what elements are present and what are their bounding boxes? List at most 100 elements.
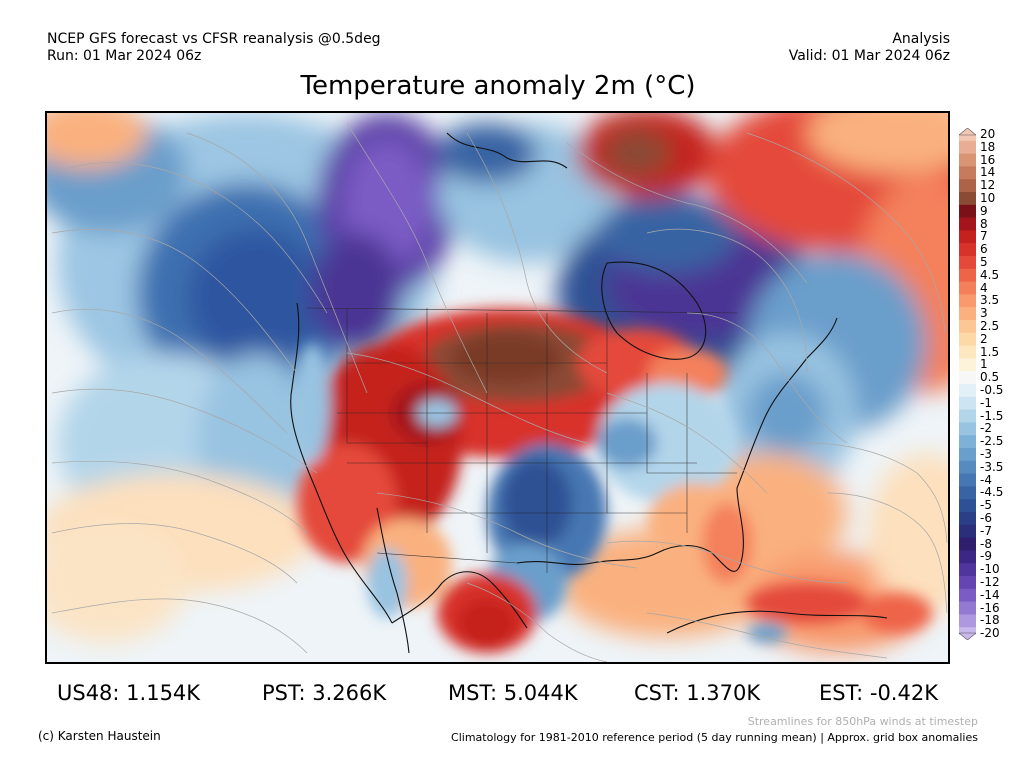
- colorbar-label: -4.5: [980, 485, 1004, 500]
- colorbar-label: 1: [980, 357, 988, 372]
- colorbar-swatch: [959, 550, 976, 564]
- colorbar-swatch: [959, 192, 976, 206]
- colorbar-label: 7: [980, 229, 988, 244]
- colorbar: [959, 128, 976, 640]
- colorbar-swatch: [959, 345, 976, 359]
- colorbar-swatch: [959, 307, 976, 321]
- stat-est: EST: -0.42K: [819, 681, 938, 705]
- colorbar-bottom-arrow: [959, 632, 976, 640]
- colorbar-swatch: [959, 576, 976, 590]
- climatology-note: Climatology for 1981-2010 reference peri…: [451, 731, 978, 744]
- colorbar-swatch: [959, 563, 976, 577]
- colorbar-label: 2: [980, 331, 988, 346]
- colorbar-label: 2.5: [980, 318, 1000, 333]
- model-run-description: NCEP GFS forecast vs CFSR reanalysis @0.…: [47, 31, 381, 47]
- colorbar-swatch: [959, 294, 976, 308]
- colorbar-swatch: [959, 166, 976, 180]
- colorbar-swatch: [959, 512, 976, 526]
- colorbar-label: 14: [980, 165, 996, 180]
- colorbar-label: 12: [980, 178, 996, 193]
- colorbar-swatch: [959, 396, 976, 411]
- colorbar-label: 1.5: [980, 344, 1000, 359]
- streamline-note: Streamlines for 850hPa winds at timestep: [747, 715, 978, 728]
- colorbar-swatch: [959, 460, 976, 475]
- anomaly-map-canvas: [47, 113, 948, 662]
- colorbar-swatch: [959, 614, 976, 628]
- colorbar-swatch: [959, 179, 976, 193]
- colorbar-swatch: [959, 473, 976, 487]
- colorbar-label: 5: [980, 254, 988, 269]
- stat-mst: MST: 5.044K: [448, 681, 578, 705]
- colorbar-swatch: [959, 499, 976, 513]
- colorbar-label: -6: [980, 510, 992, 525]
- colorbar-swatch: [959, 230, 976, 244]
- colorbar-label: -16: [980, 600, 1000, 615]
- stat-cst: CST: 1.370K: [634, 681, 761, 705]
- colorbar-swatch: [959, 320, 976, 334]
- anomaly-map: [45, 111, 950, 664]
- colorbar-label: 8: [980, 216, 988, 231]
- stat-pst: PST: 3.266K: [262, 681, 387, 705]
- colorbar-top-arrow: [959, 128, 976, 136]
- colorbar-swatch: [959, 153, 976, 167]
- colorbar-label: -0.5: [980, 382, 1004, 397]
- valid-time: Valid: 01 Mar 2024 06z: [788, 48, 950, 64]
- colorbar-label: 3.5: [980, 293, 1000, 308]
- colorbar-label: -12: [980, 574, 1000, 589]
- colorbar-label: -10: [980, 562, 1000, 577]
- colorbar-swatch: [959, 332, 976, 347]
- stat-us48: US48: 1.154K: [57, 681, 201, 705]
- run-time: Run: 01 Mar 2024 06z: [47, 48, 202, 64]
- political-borders: [306, 307, 738, 573]
- colorbar-label: -14: [980, 587, 1000, 602]
- colorbar-label: 18: [980, 139, 996, 154]
- colorbar-swatch: [959, 537, 976, 551]
- copyright: (c) Karsten Haustein: [38, 729, 161, 743]
- regional-stats: US48: 1.154K PST: 3.266K MST: 5.044K CST…: [0, 680, 1024, 706]
- colorbar-swatch: [959, 588, 976, 603]
- colorbar-swatch: [959, 371, 976, 385]
- colorbar-swatch: [959, 281, 976, 295]
- colorbar-label: -2.5: [980, 434, 1004, 449]
- colorbar-swatch: [959, 268, 976, 283]
- colorbar-label: -5: [980, 498, 992, 513]
- colorbar-swatch: [959, 256, 976, 270]
- anomaly-field: [47, 113, 948, 653]
- colorbar-label: 0.5: [980, 370, 1000, 385]
- streamlines-850hpa: [51, 122, 948, 662]
- colorbar-label: 16: [980, 152, 996, 167]
- colorbar-label: 6: [980, 242, 988, 257]
- colorbar-label: 20: [980, 126, 996, 141]
- colorbar-label: 9: [980, 203, 988, 218]
- colorbar-label: -18: [980, 613, 1000, 628]
- colorbar-swatch: [959, 486, 976, 500]
- colorbar-label: 4.5: [980, 267, 1000, 282]
- colorbar-label: -20: [980, 626, 1000, 641]
- colorbar-swatch: [959, 524, 976, 539]
- colorbar-swatch: [959, 217, 976, 231]
- colorbar-swatch: [959, 243, 976, 257]
- colorbar-label: -1.5: [980, 408, 1004, 423]
- colorbar-label: -1: [980, 395, 992, 410]
- colorbar-swatch: [959, 422, 976, 436]
- colorbar-label: -2: [980, 421, 992, 436]
- colorbar-swatches: [959, 128, 976, 640]
- colorbar-swatch: [959, 204, 976, 219]
- colorbar-label: 10: [980, 190, 996, 205]
- colorbar-label: -3: [980, 446, 992, 461]
- coastlines: [290, 132, 888, 654]
- colorbar-label: -4: [980, 472, 992, 487]
- colorbar-swatch: [959, 134, 976, 142]
- colorbar-swatch: [959, 448, 976, 462]
- colorbar-swatch: [959, 435, 976, 449]
- colorbar-swatch: [959, 409, 976, 423]
- colorbar-swatch: [959, 601, 976, 615]
- colorbar-label: 3: [980, 306, 988, 321]
- colorbar-label: -9: [980, 549, 992, 564]
- colorbar-label: -3.5: [980, 459, 1004, 474]
- colorbar-swatch: [959, 384, 976, 398]
- colorbar-label: -7: [980, 523, 992, 538]
- map-title: Temperature anomaly 2m (°C): [300, 71, 696, 101]
- colorbar-label: -8: [980, 536, 992, 551]
- colorbar-label: 4: [980, 280, 988, 295]
